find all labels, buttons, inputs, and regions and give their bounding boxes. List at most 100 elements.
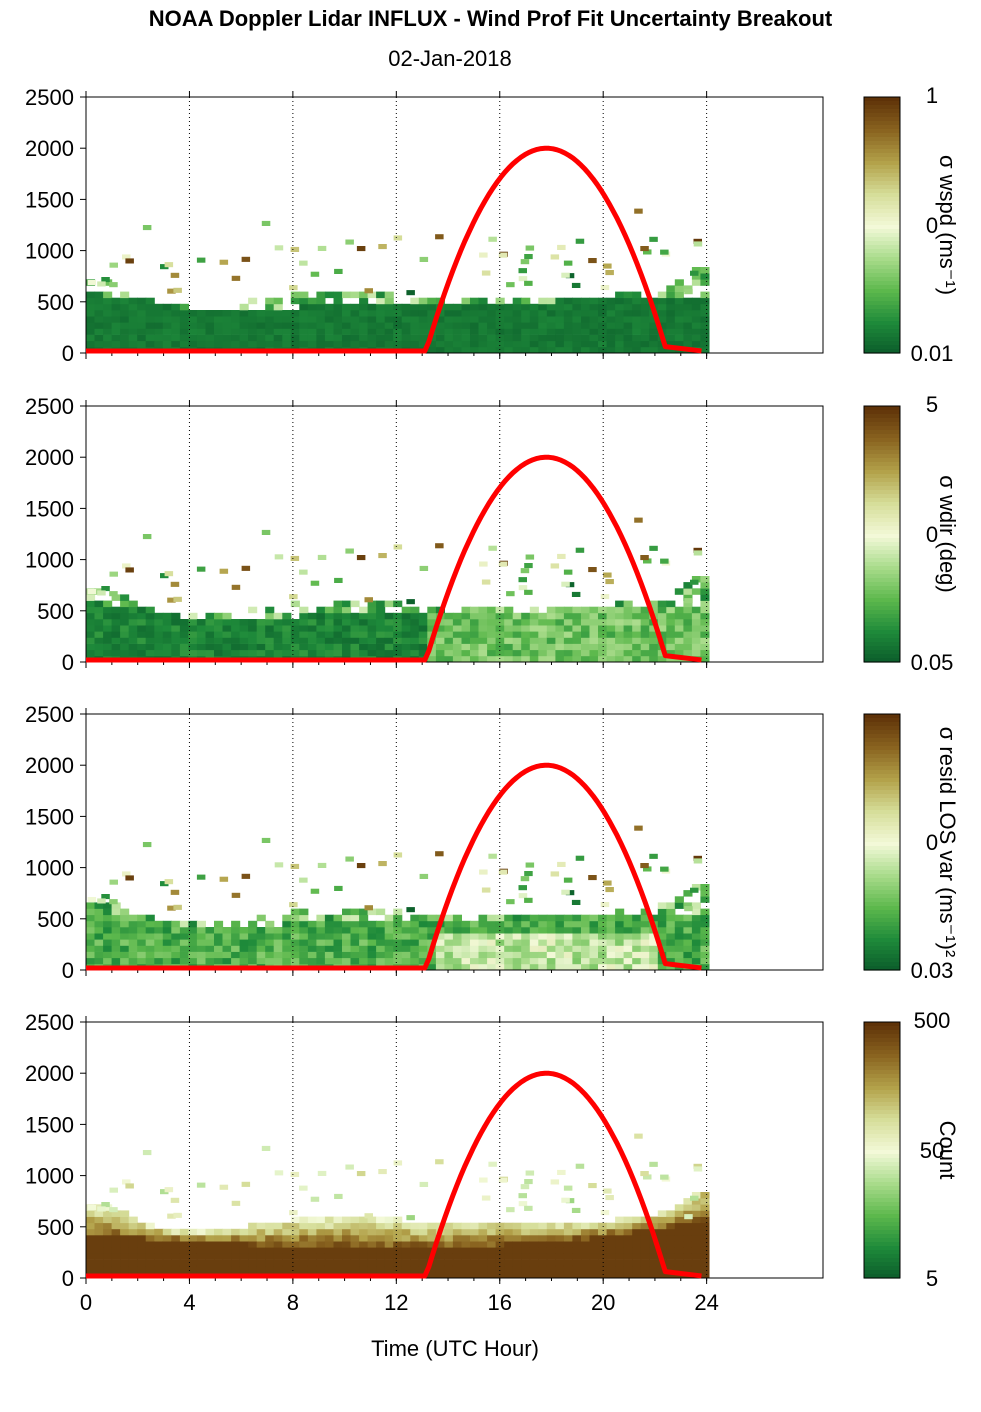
heatmap-cell <box>683 914 693 922</box>
heatmap-cell <box>120 920 130 928</box>
heatmap-cell <box>674 291 684 299</box>
y-tick-label: 2500 <box>25 702 74 727</box>
heatmap-cell <box>333 914 343 922</box>
heatmap-cell <box>196 939 206 946</box>
heatmap-cell <box>359 649 369 657</box>
heatmap-cell <box>205 933 215 940</box>
heatmap-cell <box>282 1265 292 1273</box>
heatmap-cell <box>342 322 352 329</box>
heatmap-cell <box>97 281 106 287</box>
heatmap-cell <box>657 316 667 323</box>
heatmap-cell <box>538 1265 548 1273</box>
heatmap-cell <box>615 303 625 311</box>
heatmap-cell <box>376 939 386 946</box>
y-tick-label: 500 <box>37 907 74 932</box>
heatmap-cell <box>282 914 292 922</box>
heatmap-cell <box>470 328 480 335</box>
heatmap-cell <box>273 328 283 335</box>
heatmap-cell <box>640 1253 650 1260</box>
heatmap-cell <box>657 1235 667 1242</box>
heatmap-cell <box>137 303 147 311</box>
heatmap-cell <box>145 1247 155 1254</box>
heatmap-cell <box>478 1253 488 1260</box>
heatmap-cell <box>632 346 642 354</box>
heatmap-cell <box>555 1241 565 1248</box>
colorbar-step <box>864 446 900 451</box>
heatmap-cell <box>164 1187 174 1193</box>
heatmap-cell <box>111 1216 121 1224</box>
heatmap-cell <box>154 1259 164 1267</box>
heatmap-cell <box>299 877 308 883</box>
heatmap-cell <box>188 1247 198 1254</box>
heatmap-cell <box>111 933 121 940</box>
heatmap-cell <box>248 927 258 934</box>
heatmap-cell <box>529 927 539 934</box>
heatmap-cell <box>640 637 650 644</box>
heatmap-cell <box>111 908 121 916</box>
heatmap-cell <box>643 866 652 872</box>
heatmap-cell <box>316 310 326 317</box>
heatmap-cell <box>350 649 360 657</box>
heatmap-cell <box>589 625 599 632</box>
heatmap-cell <box>606 606 616 614</box>
heatmap-cell <box>333 933 343 940</box>
heatmap-cell <box>393 649 403 657</box>
heatmap-cell <box>179 625 189 632</box>
heatmap-cell <box>563 1271 573 1279</box>
heatmap-cell <box>444 957 454 965</box>
heatmap-cell <box>512 297 522 305</box>
heatmap-cell <box>435 625 445 632</box>
heatmap-cell <box>589 631 599 638</box>
heatmap-cell <box>683 939 693 946</box>
heatmap-cell <box>461 297 471 305</box>
heatmap-cell <box>316 1235 326 1242</box>
heatmap-cell <box>589 1259 599 1267</box>
heatmap-cell <box>128 310 138 317</box>
heatmap-cell <box>632 914 642 922</box>
heatmap-cell <box>683 933 693 940</box>
heatmap-cell <box>452 939 462 946</box>
heatmap-cell <box>171 1235 181 1242</box>
heatmap-cell <box>145 1253 155 1260</box>
heatmap-cell <box>265 939 275 946</box>
colorbar: 500.05σ wdir (deg) <box>863 392 960 675</box>
heatmap-cell <box>563 619 573 626</box>
heatmap-cell <box>555 1271 565 1279</box>
heatmap-cell <box>623 637 633 644</box>
colorbar-step <box>864 826 900 831</box>
heatmap-cell <box>461 310 471 317</box>
heatmap-cell <box>401 316 411 323</box>
heatmap-cell <box>342 951 352 959</box>
colorbar-step <box>864 1190 900 1195</box>
heatmap-cell <box>691 576 701 583</box>
heatmap-cell <box>86 619 96 626</box>
heatmap-cell <box>581 1271 591 1279</box>
colorbar-step <box>864 810 900 815</box>
heatmap-cell <box>137 957 147 965</box>
colorbar-step <box>864 1246 900 1251</box>
heatmap-cell <box>299 951 309 959</box>
heatmap-cell <box>376 297 386 305</box>
heatmap-cell <box>700 951 710 959</box>
heatmap-cell <box>504 649 514 657</box>
colorbar-step <box>864 754 900 759</box>
heatmap-cell <box>179 328 189 335</box>
heatmap-cell <box>290 246 300 252</box>
heatmap-cell <box>265 957 275 965</box>
heatmap-cell <box>384 1216 394 1224</box>
heatmap-cell <box>406 907 415 913</box>
heatmap-cell <box>401 637 411 644</box>
heatmap-cell <box>307 1235 317 1242</box>
heatmap-cell <box>342 328 352 335</box>
heatmap-cell <box>125 1183 134 1189</box>
heatmap-cell <box>162 322 172 329</box>
heatmap-cell <box>487 655 497 663</box>
heatmap-cell <box>649 316 659 323</box>
heatmap-cell <box>239 619 249 626</box>
heatmap-cell <box>128 297 138 305</box>
heatmap-cell <box>410 322 420 329</box>
plot-frame <box>85 713 824 971</box>
heatmap-cell <box>171 939 181 946</box>
